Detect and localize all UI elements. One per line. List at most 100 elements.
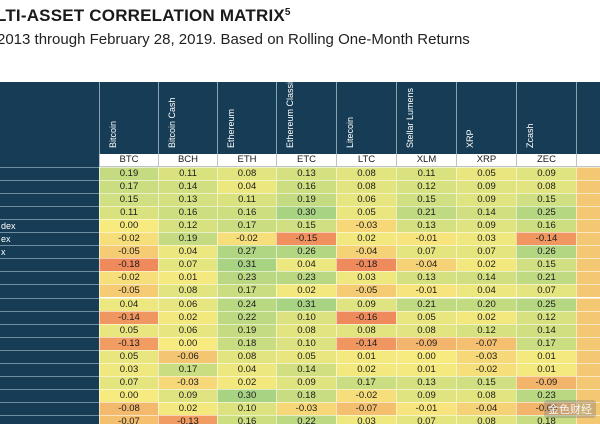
correlation-cell: 0.15 [276, 219, 336, 233]
correlation-cell: -0.09 [396, 336, 456, 350]
correlation-cell [576, 323, 600, 337]
correlation-cell: 0.02 [456, 258, 516, 272]
correlation-cell: -0.03 [456, 349, 516, 363]
correlation-cell [576, 401, 600, 415]
correlation-cell: 0.27 [217, 245, 276, 259]
correlation-cell: 0.30 [217, 388, 276, 402]
column-header: Zcash [516, 82, 576, 154]
column-header-name: Stellar Lumens [405, 87, 415, 148]
row-label [0, 167, 99, 180]
correlation-cell: -0.18 [336, 258, 396, 272]
column-header-name: Bitcoin Cash [167, 97, 177, 148]
correlation-cell: 0.07 [516, 284, 576, 298]
correlation-cell: -0.16 [336, 310, 396, 324]
correlation-cell: 0.13 [158, 193, 217, 207]
correlation-cell: 0.01 [516, 349, 576, 363]
correlation-cell: 0.10 [217, 401, 276, 415]
correlation-cell: 0.12 [158, 219, 217, 233]
column-ticker: ETC [276, 154, 336, 167]
row-label-panel: dex ex x [0, 82, 99, 424]
row-label: x [0, 245, 99, 258]
correlation-cell: 0.21 [516, 271, 576, 285]
correlation-cell: -0.03 [158, 375, 217, 389]
correlation-cell: 0.10 [276, 310, 336, 324]
correlation-cell: 0.18 [516, 414, 576, 424]
correlation-cell: 0.17 [516, 336, 576, 350]
column-ticker: ETH [217, 154, 276, 167]
correlation-cell: 0.15 [456, 375, 516, 389]
correlation-cell: 0.11 [396, 167, 456, 180]
row-label: ex [0, 232, 99, 245]
correlation-cell: -0.14 [516, 232, 576, 246]
column-header-name: Ethereum Classic [285, 82, 295, 148]
correlation-cell: 0.11 [158, 167, 217, 180]
correlation-cell: 0.07 [456, 245, 516, 259]
correlation-cell: 0.13 [396, 375, 456, 389]
row-label [0, 388, 99, 402]
correlation-cell: 0.19 [99, 167, 158, 180]
correlation-cell: 0.16 [217, 414, 276, 424]
correlation-cell: -0.07 [456, 336, 516, 350]
correlation-cell: 0.16 [276, 180, 336, 194]
column-ticker: Z [576, 154, 600, 167]
correlation-cell [576, 219, 600, 233]
correlation-cell: 0.23 [217, 271, 276, 285]
correlation-cell: 0.16 [217, 206, 276, 220]
correlation-cell: 0.02 [456, 310, 516, 324]
correlation-cell: 0.06 [158, 297, 217, 311]
correlation-cell: -0.02 [99, 232, 158, 246]
correlation-cell: 0.01 [158, 271, 217, 285]
correlation-cell: -0.18 [99, 258, 158, 272]
correlation-cell [576, 193, 600, 207]
correlation-cell: 0.19 [217, 323, 276, 337]
correlation-cell: 0.13 [396, 219, 456, 233]
correlation-cell: -0.07 [99, 414, 158, 424]
correlation-cell: 0.02 [276, 284, 336, 298]
column-header: Bitcoin Cash [158, 82, 217, 154]
correlation-cell [576, 297, 600, 311]
correlation-cell: -0.02 [336, 388, 396, 402]
correlation-cell: 0.00 [158, 336, 217, 350]
correlation-cell: 0.14 [456, 206, 516, 220]
correlation-cell: 0.18 [217, 336, 276, 350]
title-footnote: 5 [284, 7, 291, 18]
correlation-cell: 0.01 [396, 362, 456, 376]
correlation-cell: 0.12 [456, 323, 516, 337]
correlation-cell: 0.06 [336, 193, 396, 207]
correlation-cell: 0.14 [158, 180, 217, 194]
correlation-cell: 0.23 [276, 271, 336, 285]
correlation-cell: 0.04 [217, 180, 276, 194]
row-label: dex [0, 219, 99, 232]
correlation-cell: 0.00 [99, 219, 158, 233]
correlation-cell: 0.02 [336, 232, 396, 246]
column-header-name: Zcash [525, 123, 535, 148]
correlation-cell: 0.05 [99, 323, 158, 337]
correlation-cell: 0.04 [99, 297, 158, 311]
correlation-cell: 0.00 [99, 388, 158, 402]
correlation-cell: 0.09 [158, 388, 217, 402]
correlation-cell: -0.02 [456, 362, 516, 376]
correlation-cell: -0.07 [336, 401, 396, 415]
correlation-cell: 0.31 [217, 258, 276, 272]
correlation-cell: 0.07 [99, 375, 158, 389]
correlation-cell: 0.08 [456, 414, 516, 424]
row-label [0, 414, 99, 424]
correlation-cell: 0.17 [336, 375, 396, 389]
correlation-cell: 0.05 [99, 349, 158, 363]
correlation-cell: -0.01 [396, 232, 456, 246]
correlation-cell [576, 167, 600, 180]
correlation-cell: 0.23 [516, 388, 576, 402]
column-header [576, 82, 600, 154]
correlation-cell: 0.13 [276, 167, 336, 180]
correlation-cell: -0.04 [456, 401, 516, 415]
correlation-cell: 0.19 [276, 193, 336, 207]
correlation-cell: 0.14 [516, 323, 576, 337]
correlation-cell: 0.16 [158, 206, 217, 220]
correlation-cell: 0.03 [99, 362, 158, 376]
correlation-cell: 0.14 [456, 271, 516, 285]
correlation-cell: -0.13 [158, 414, 217, 424]
correlation-cell: 0.03 [336, 271, 396, 285]
correlation-cell: 0.14 [276, 362, 336, 376]
correlation-cell [576, 245, 600, 259]
correlation-cell: 0.11 [99, 206, 158, 220]
